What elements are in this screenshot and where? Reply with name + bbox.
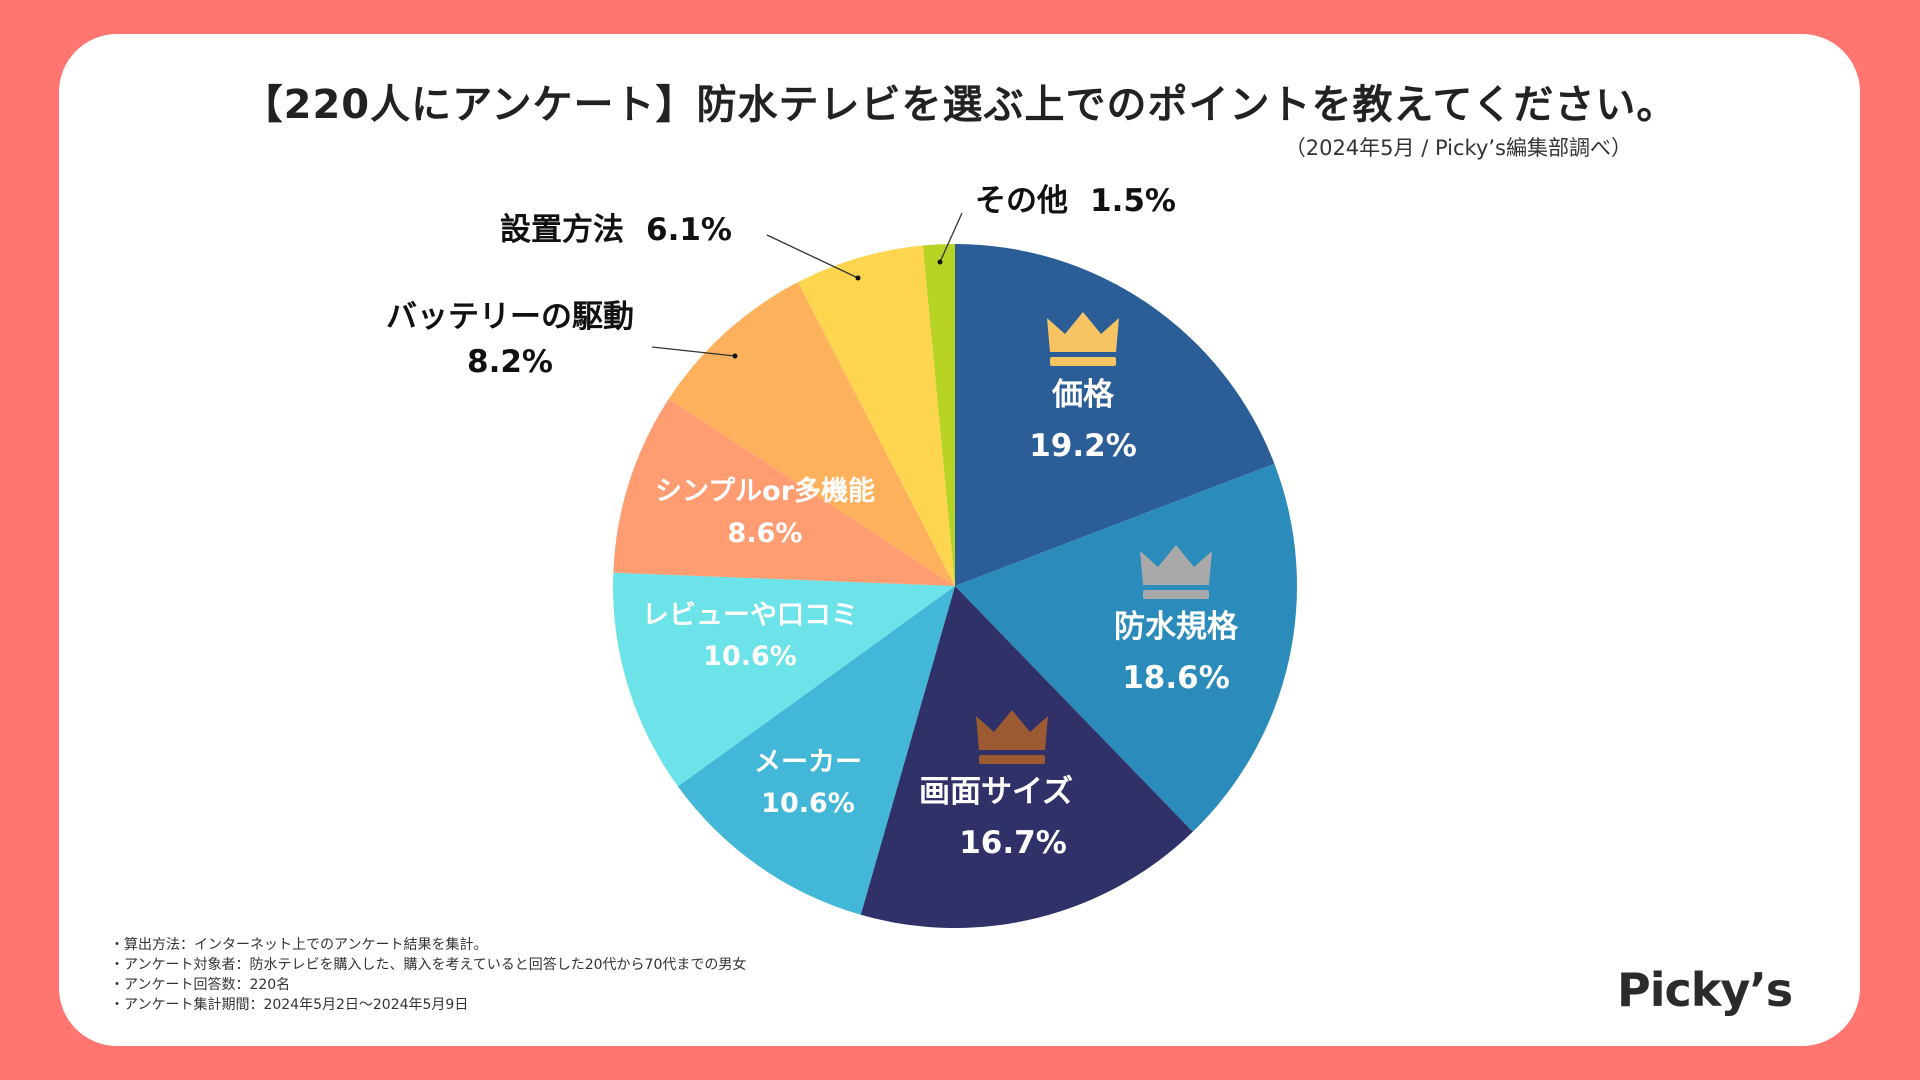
chart-subtitle: （2024年5月 / Picky’s編集部調べ） [1284, 136, 1632, 160]
crown-icon [976, 710, 1048, 764]
slice-label-group: 設置方法 6.1% [500, 212, 732, 248]
slice-label-group: その他 1.5% [975, 183, 1176, 219]
slice-label: レビューや口コミ [642, 600, 858, 631]
slice-value-label: 1.5% [1090, 183, 1176, 219]
slice-label: 設置方法 [500, 212, 624, 248]
pie-slice [613, 398, 955, 586]
slice-value-label: 10.6% [703, 641, 797, 672]
leader-line [939, 212, 963, 263]
note-count: ・アンケート回答数：220名 [110, 977, 291, 993]
leader-line [766, 234, 859, 279]
picky-logo: Picky’s [1617, 963, 1793, 1017]
slice-label: 画面サイズ [919, 774, 1073, 810]
survey-notes: ・算出方法：インターネット上でのアンケート結果を集計。 ・アンケート対象者：防水… [110, 935, 746, 1015]
leader-line [651, 346, 736, 357]
slice-label: 価格 [1051, 377, 1115, 413]
slice-value-label: 6.1% [646, 212, 732, 248]
pie-slice [955, 244, 1275, 586]
leader-dot [855, 275, 861, 281]
pie-slice [668, 282, 955, 586]
slice-value-label: 16.7% [959, 825, 1067, 861]
slice-label: シンプルor多機能 [655, 475, 875, 507]
pie-slice [797, 245, 955, 586]
slice-label: バッテリーの駆動 [386, 299, 634, 335]
pie-slice [612, 572, 955, 787]
slice-value-label: 8.2% [467, 344, 553, 380]
slice-value-label: 8.6% [728, 518, 803, 549]
slice-value-label: 10.6% [761, 788, 855, 819]
leader-dot [732, 353, 738, 359]
chart-title: 【220人にアンケート】防水テレビを選ぶ上でのポイントを教えてください。 [242, 82, 1678, 128]
note-method: ・算出方法：インターネット上でのアンケート結果を集計。 [110, 937, 488, 953]
note-target: ・アンケート対象者：防水テレビを購入した、購入を考えていると回答した20代から7… [110, 957, 747, 973]
pie-slice [922, 243, 955, 586]
slice-label: その他 [975, 183, 1068, 219]
leader-dot [937, 259, 943, 265]
slice-value-label: 18.6% [1122, 660, 1230, 696]
slice-label: メーカー [754, 747, 862, 778]
slice-value-label: 19.2% [1029, 428, 1137, 464]
crown-icon [1140, 545, 1212, 599]
slice-label: 防水規格 [1114, 609, 1239, 645]
note-period: ・アンケート集計期間：2024年5月2日〜2024年5月9日 [110, 997, 469, 1013]
pie-slice [677, 586, 955, 915]
crown-icon [1047, 312, 1119, 366]
